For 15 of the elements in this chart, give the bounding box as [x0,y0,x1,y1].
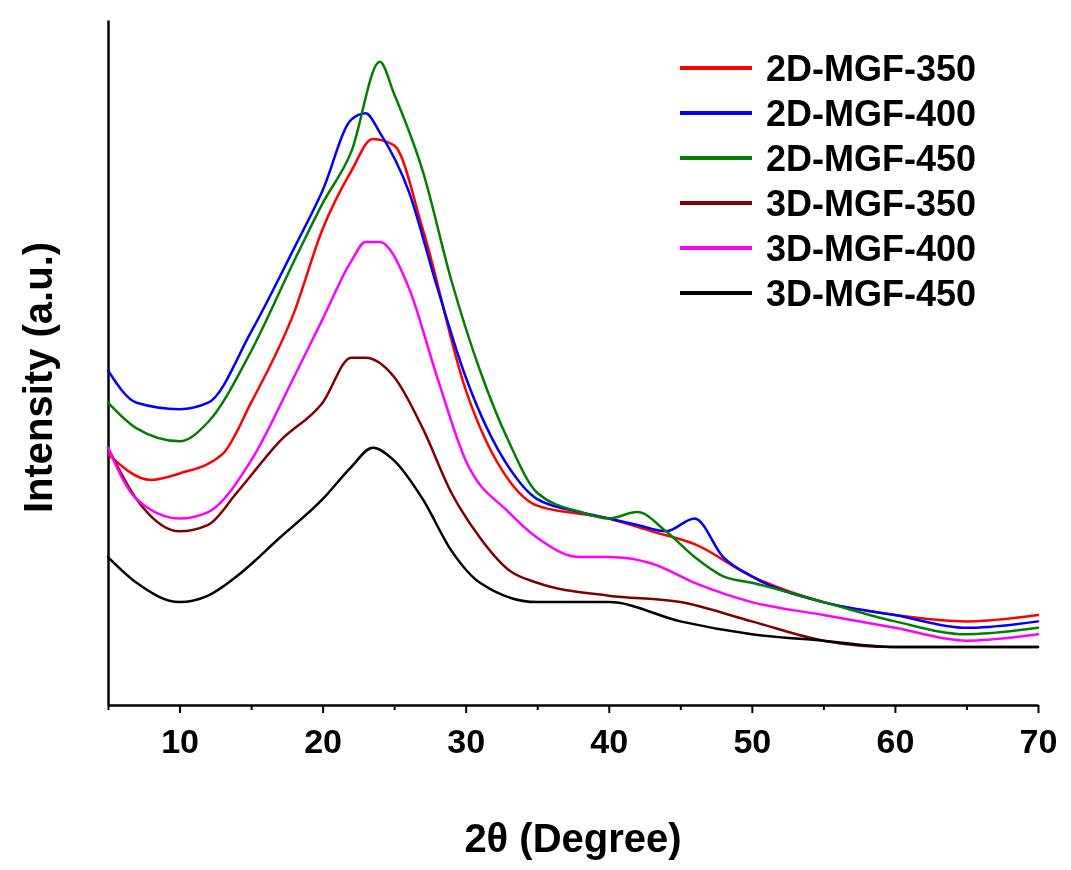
legend-label: 2D-MGF-450 [766,138,977,179]
x-tick-label: 50 [733,722,772,761]
x-tick-label: 70 [1019,722,1058,761]
legend-label: 3D-MGF-350 [766,183,977,224]
legend-label: 3D-MGF-400 [766,228,977,269]
y-axis-title: Intensity (a.u.) [16,241,60,514]
legend-label: 2D-MGF-400 [766,93,977,134]
x-tick-label: 10 [161,722,199,761]
x-tick-label: 60 [876,722,915,761]
legend-label: 3D-MGF-450 [766,273,977,314]
x-tick-label: 30 [447,722,486,761]
legend-label: 2D-MGF-350 [766,48,977,89]
x-axis-title: 2θ (Degree) [464,816,682,860]
x-tick-label: 20 [304,722,343,761]
x-tick-label: 40 [590,722,629,761]
